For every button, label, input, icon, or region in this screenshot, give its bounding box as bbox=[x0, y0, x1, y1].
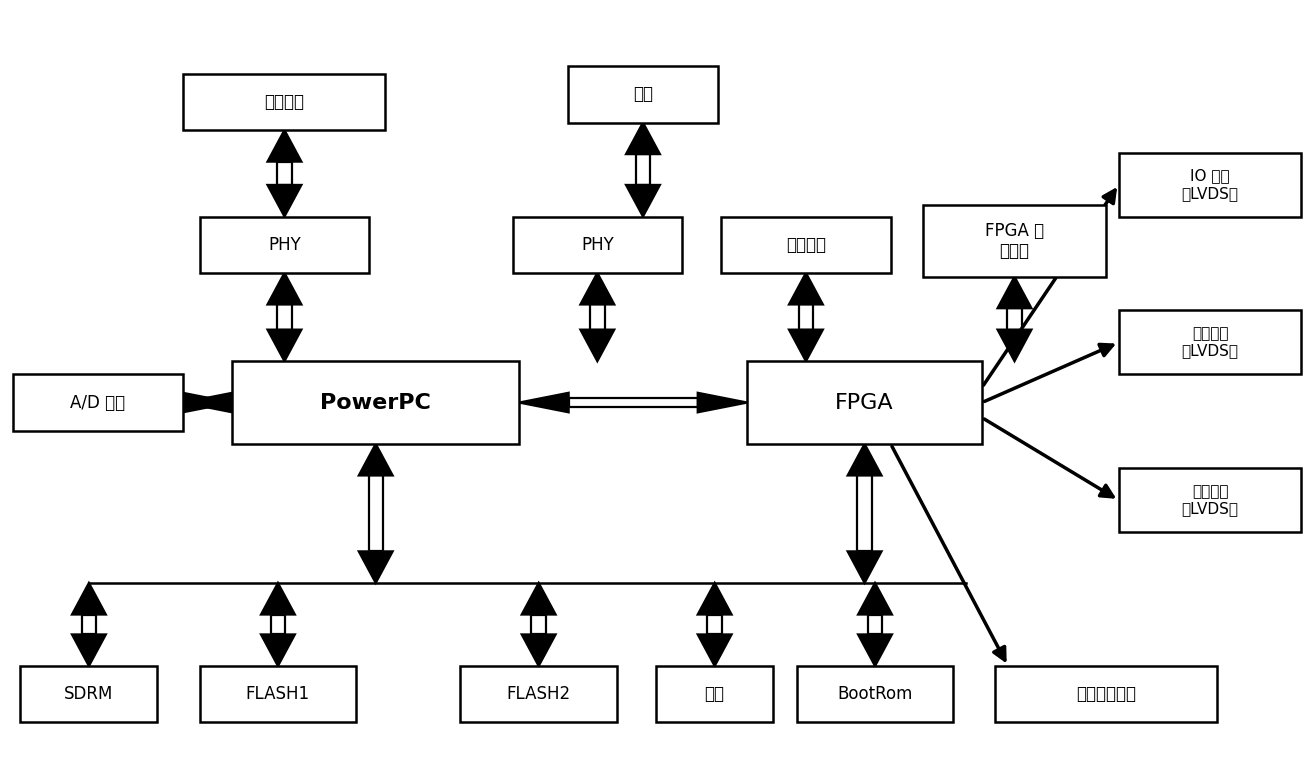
Text: FPGA 配
置芯片: FPGA 配 置芯片 bbox=[985, 222, 1044, 261]
Polygon shape bbox=[848, 552, 882, 583]
Bar bbox=[277, 305, 291, 330]
Bar bbox=[722, 217, 891, 273]
Polygon shape bbox=[698, 393, 748, 413]
Bar bbox=[656, 666, 773, 723]
Text: FLASH1: FLASH1 bbox=[245, 686, 310, 703]
Polygon shape bbox=[997, 330, 1031, 361]
Polygon shape bbox=[268, 130, 302, 162]
Polygon shape bbox=[182, 393, 232, 413]
Bar bbox=[531, 615, 546, 635]
Bar bbox=[1119, 311, 1302, 375]
Bar bbox=[1119, 153, 1302, 217]
Polygon shape bbox=[522, 635, 555, 666]
Text: 光串校时: 光串校时 bbox=[786, 236, 827, 254]
Polygon shape bbox=[626, 185, 660, 217]
Bar bbox=[1008, 309, 1022, 330]
Text: FLASH2: FLASH2 bbox=[506, 686, 571, 703]
Text: PHY: PHY bbox=[581, 236, 614, 254]
Polygon shape bbox=[72, 635, 106, 666]
Polygon shape bbox=[698, 635, 732, 666]
Bar bbox=[636, 154, 651, 185]
Bar bbox=[232, 361, 520, 444]
Polygon shape bbox=[858, 635, 892, 666]
Bar bbox=[924, 205, 1106, 277]
Polygon shape bbox=[72, 583, 106, 615]
Text: 调试网口: 调试网口 bbox=[265, 93, 304, 111]
Polygon shape bbox=[789, 330, 823, 361]
Polygon shape bbox=[522, 583, 555, 615]
Bar bbox=[199, 217, 369, 273]
Bar bbox=[568, 398, 698, 407]
Bar bbox=[369, 476, 383, 552]
Bar bbox=[590, 305, 605, 330]
Bar bbox=[513, 217, 682, 273]
Bar bbox=[81, 615, 96, 635]
Polygon shape bbox=[858, 583, 892, 615]
Text: 光口: 光口 bbox=[632, 85, 653, 103]
Text: PHY: PHY bbox=[268, 236, 300, 254]
Bar bbox=[182, 398, 232, 407]
Polygon shape bbox=[580, 273, 614, 305]
Bar bbox=[1119, 468, 1302, 532]
Bar bbox=[707, 615, 722, 635]
Bar bbox=[461, 666, 617, 723]
Text: A/D 采样: A/D 采样 bbox=[71, 394, 126, 412]
Polygon shape bbox=[626, 122, 660, 154]
Bar bbox=[858, 476, 871, 552]
Text: 时钟: 时钟 bbox=[705, 686, 724, 703]
Bar bbox=[21, 666, 157, 723]
Text: 数据总线
（LVDS）: 数据总线 （LVDS） bbox=[1182, 326, 1239, 359]
Polygon shape bbox=[268, 330, 302, 361]
Bar bbox=[184, 74, 386, 130]
Polygon shape bbox=[698, 583, 732, 615]
Polygon shape bbox=[268, 185, 302, 217]
Polygon shape bbox=[997, 277, 1031, 309]
Polygon shape bbox=[358, 444, 392, 476]
Polygon shape bbox=[789, 273, 823, 305]
Text: 秒脉冲输出口: 秒脉冲输出口 bbox=[1076, 686, 1136, 703]
Bar bbox=[796, 666, 954, 723]
Bar bbox=[748, 361, 981, 444]
Text: SDRM: SDRM bbox=[64, 686, 114, 703]
Bar bbox=[270, 615, 285, 635]
Polygon shape bbox=[261, 583, 295, 615]
Polygon shape bbox=[520, 393, 568, 413]
Text: BootRom: BootRom bbox=[837, 686, 913, 703]
Bar bbox=[199, 666, 356, 723]
Polygon shape bbox=[182, 393, 232, 413]
Bar bbox=[799, 305, 813, 330]
Polygon shape bbox=[848, 444, 882, 476]
Text: 校时总线
（LVDS）: 校时总线 （LVDS） bbox=[1182, 484, 1239, 517]
Polygon shape bbox=[358, 552, 392, 583]
Text: IO 总线
（LVDS）: IO 总线 （LVDS） bbox=[1182, 169, 1239, 201]
Bar bbox=[568, 66, 718, 122]
Polygon shape bbox=[580, 330, 614, 361]
Text: FPGA: FPGA bbox=[836, 393, 893, 413]
Bar bbox=[277, 162, 291, 185]
Bar bbox=[13, 375, 182, 431]
Bar bbox=[867, 615, 882, 635]
Polygon shape bbox=[268, 273, 302, 305]
Text: PowerPC: PowerPC bbox=[320, 393, 432, 413]
Polygon shape bbox=[261, 635, 295, 666]
Bar bbox=[994, 666, 1216, 723]
